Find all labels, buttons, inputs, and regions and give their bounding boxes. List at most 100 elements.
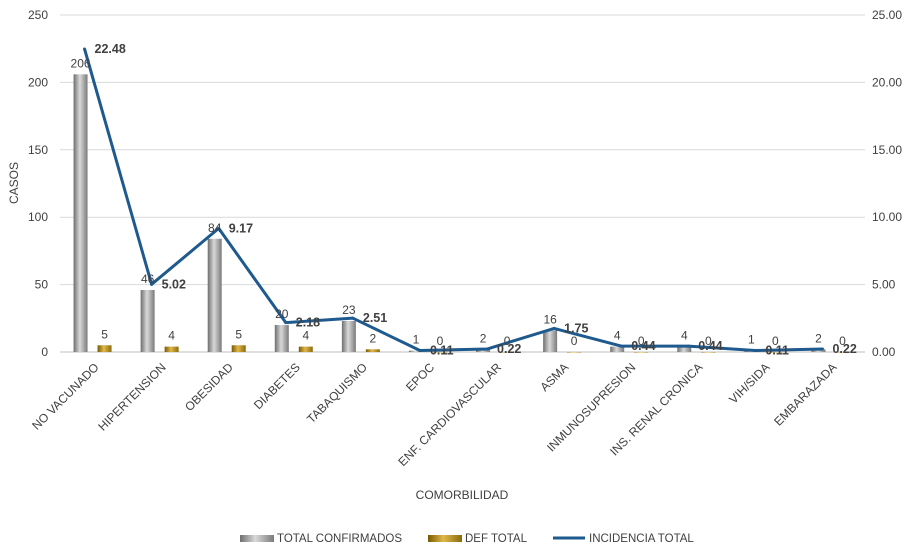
point-incidencia-total-ins-renal-cronica <box>686 344 690 348</box>
bar-total-confirmados-enf-cardiovascular <box>476 349 491 352</box>
bar-total-confirmados-tabaquismo <box>341 320 356 352</box>
legend-swatch-total-confirmados <box>240 535 274 542</box>
point-incidencia-total-epoc <box>418 349 422 353</box>
bar-def-total-vih-sida <box>768 352 783 353</box>
bar-total-confirmados-inmunosupresion <box>610 346 625 352</box>
bar-def-total-ins-renal-cronica <box>701 352 716 353</box>
label-def-total-inmunosupresion: 0 <box>638 334 645 348</box>
label-total-confirmados-enf-cardiovascular: 2 <box>480 331 487 345</box>
label-total-confirmados-ins-renal-cronica: 4 <box>681 329 688 343</box>
bar-total-confirmados-obesidad <box>207 238 222 352</box>
point-incidencia-total-embarazada <box>820 347 824 351</box>
label-def-total-hipertension: 4 <box>168 329 175 343</box>
label-def-total-obesidad: 5 <box>235 327 242 341</box>
bar-total-confirmados-ins-renal-cronica <box>677 346 692 352</box>
bar-total-confirmados-embarazada <box>811 349 826 352</box>
legend-label-incidencia-total: INCIDENCIA TOTAL <box>589 533 694 545</box>
label-incidencia-total-epoc: 0.11 <box>430 344 454 358</box>
bar-def-total-inmunosupresion <box>634 352 649 353</box>
label-incidencia-total-obesidad: 9.17 <box>229 221 253 235</box>
label-total-confirmados-epoc: 1 <box>413 333 420 347</box>
label-def-total-vih-sida: 0 <box>772 334 779 348</box>
label-def-total-ins-renal-cronica: 0 <box>705 334 712 348</box>
incidence-line <box>83 47 824 353</box>
label-def-total-tabaquismo: 2 <box>370 331 377 345</box>
label-total-confirmados-hipertension: 46 <box>141 272 155 286</box>
label-def-total-asma: 0 <box>571 334 578 348</box>
label-total-confirmados-no-vacunado: 206 <box>71 56 91 70</box>
legend-item-total-confirmados: TOTAL CONFIRMADOS <box>240 533 402 545</box>
y2-tick-label: 15.00 <box>872 143 902 157</box>
legend-swatch-def-total <box>428 535 462 542</box>
x-tick-label-vih-sida: VIH/SIDA <box>726 360 772 406</box>
x-tick-label-tabaquismo: TABAQUISMO <box>304 360 370 426</box>
x-tick-label-obesidad: OBESIDAD <box>182 360 236 414</box>
label-incidencia-total-no-vacunado: 22.48 <box>95 42 126 56</box>
label-total-confirmados-tabaquismo: 23 <box>342 303 356 317</box>
bar-total-confirmados-hipertension <box>140 289 155 352</box>
bar-total-confirmados-diabetes <box>274 325 289 352</box>
label-def-total-epoc: 0 <box>437 334 444 348</box>
label-total-confirmados-vih-sida: 1 <box>748 333 755 347</box>
label-total-confirmados-asma: 16 <box>543 312 557 326</box>
label-incidencia-total-hipertension: 5.02 <box>162 277 186 291</box>
x-tick-label-asma: ASMA <box>537 360 571 394</box>
bar-def-total-no-vacunado <box>97 345 112 352</box>
x-tick-label-epoc: EPOC <box>403 360 437 394</box>
y2-tick-label: 20.00 <box>872 75 902 89</box>
x-tick-label-no-vacunado: NO VACUNADO <box>29 360 101 432</box>
point-incidencia-total-hipertension <box>150 282 154 286</box>
x-axis-title: COMORBILIDAD <box>416 488 509 502</box>
bar-total-confirmados-asma <box>543 330 558 352</box>
y-tick-label: 150 <box>28 143 48 157</box>
line-incidencia-total <box>83 48 823 353</box>
y2-tick-label: 10.00 <box>872 210 902 224</box>
label-def-total-enf-cardiovascular: 0 <box>504 334 511 348</box>
label-total-confirmados-obesidad: 84 <box>208 221 222 235</box>
label-incidencia-total-vih-sida: 0.11 <box>765 344 789 358</box>
legend-label-def-total: DEF TOTAL <box>465 533 528 545</box>
label-total-confirmados-inmunosupresion: 4 <box>614 329 621 343</box>
point-incidencia-total-obesidad <box>217 226 221 230</box>
y-axis-right-ticks: 0.00 5.00 10.00 15.00 20.00 25.00 <box>872 8 902 359</box>
bar-def-total-diabetes <box>298 346 313 352</box>
bar-def-total-asma <box>567 352 582 353</box>
y-tick-label: 200 <box>28 75 48 89</box>
bar-def-total-obesidad <box>231 345 246 352</box>
bars <box>73 74 850 353</box>
y-tick-label: 250 <box>28 8 48 22</box>
label-incidencia-total-ins-renal-cronica: 0.44 <box>698 339 722 353</box>
point-incidencia-total-enf-cardiovascular <box>485 347 489 351</box>
label-def-total-no-vacunado: 5 <box>101 327 108 341</box>
label-def-total-diabetes: 4 <box>302 329 309 343</box>
bar-def-total-tabaquismo <box>365 349 380 352</box>
bar-total-confirmados-epoc <box>408 350 423 352</box>
point-incidencia-total-inmunosupresion <box>619 344 623 348</box>
y2-tick-label: 0.00 <box>872 345 896 359</box>
y-tick-label: 0 <box>41 345 48 359</box>
y-axis-title: CASOS <box>7 162 21 204</box>
point-incidencia-total-vih-sida <box>753 349 757 353</box>
label-total-confirmados-diabetes: 20 <box>275 307 289 321</box>
legend-item-def-total: DEF TOTAL <box>428 533 528 545</box>
label-incidencia-total-inmunosupresion: 0.44 <box>631 339 655 353</box>
legend-label-total-confirmados: TOTAL CONFIRMADOS <box>277 533 402 545</box>
legend: TOTAL CONFIRMADOS DEF TOTAL INCIDENCIA T… <box>240 533 694 545</box>
label-incidencia-total-enf-cardiovascular: 0.22 <box>497 342 521 356</box>
point-incidencia-total-asma <box>552 326 556 330</box>
bar-def-total-enf-cardiovascular <box>500 352 515 353</box>
y2-tick-label: 25.00 <box>872 8 902 22</box>
label-incidencia-total-asma: 1.75 <box>564 321 588 335</box>
x-tick-label-diabetes: DIABETES <box>251 360 303 412</box>
legend-item-incidencia-total: INCIDENCIA TOTAL <box>553 533 694 545</box>
label-def-total-embarazada: 0 <box>839 334 846 348</box>
bar-total-confirmados-no-vacunado <box>73 74 88 352</box>
label-incidencia-total-embarazada: 0.22 <box>832 342 856 356</box>
point-incidencia-total-diabetes <box>284 321 288 325</box>
bar-def-total-epoc <box>432 352 447 353</box>
x-tick-label-hipertension: HIPERTENSION <box>95 360 168 433</box>
y-axis-left-ticks: 0 50 100 150 200 250 <box>28 8 48 359</box>
